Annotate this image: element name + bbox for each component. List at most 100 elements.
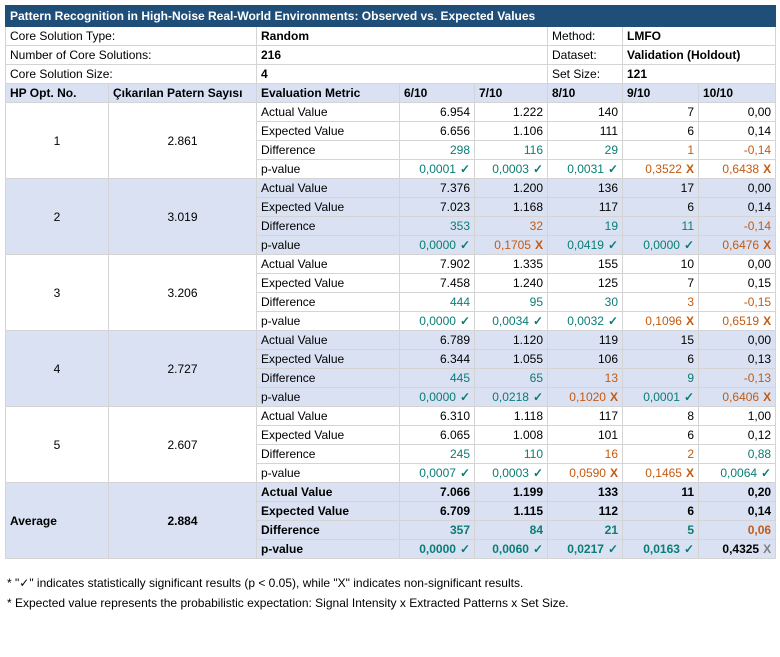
check-icon: ✓ [459, 162, 470, 176]
value-cell: 0,0032 ✓ [547, 311, 623, 331]
pattern-count: 2.727 [108, 330, 257, 407]
cell-value: 119 [598, 333, 618, 347]
cell-value: 2 [687, 447, 694, 461]
info-value: 121 [621, 64, 777, 84]
value-cell: 0,0163 ✓ [622, 539, 699, 559]
cell-value: 0,0007 [419, 466, 456, 480]
value-cell: 119 [547, 330, 623, 350]
value-cell: 0,0419 ✓ [547, 235, 623, 255]
cell-value: 0,0064 [720, 466, 758, 480]
value-cell: 7 [622, 273, 699, 293]
cell-value: 65 [529, 371, 543, 385]
value-cell: 0,12 [697, 425, 777, 445]
cell-value: 5 [687, 523, 694, 537]
cell-value: 0,0419 [567, 238, 604, 252]
value-cell: 0,0007 ✓ [399, 463, 475, 483]
cell-value: 0,0000 [419, 314, 456, 328]
metric-label: Difference [256, 444, 400, 464]
value-cell: 0,4325 X [697, 539, 777, 559]
value-cell: 5 [622, 520, 699, 540]
value-cell: 0,6438 X [697, 159, 777, 179]
cell-value: 0,12 [747, 428, 772, 442]
metric-label: p-value [256, 539, 400, 559]
cell-value: 21 [604, 523, 618, 537]
cell-value: 6.344 [439, 352, 470, 366]
check-icon: ✓ [532, 466, 543, 480]
value-cell: 6 [622, 121, 699, 141]
info-value: Random [256, 26, 548, 46]
value-cell: 3 [622, 292, 699, 312]
value-cell: 111 [547, 121, 623, 141]
value-cell: 445 [399, 368, 475, 388]
table-row: Expected Value 7.458 1.240 125 7 0,15 [6, 273, 777, 293]
cell-value: 6.954 [439, 105, 470, 119]
cell-value: 125 [597, 276, 618, 290]
value-cell: 117 [547, 406, 623, 426]
column-header: 6/10 [399, 83, 475, 103]
average-label: Average [5, 482, 109, 559]
cell-value: 298 [449, 143, 470, 157]
check-icon: ✓ [459, 542, 470, 556]
value-cell: 140 [547, 102, 623, 122]
value-cell: 6 [622, 425, 699, 445]
value-cell: 13 [547, 368, 623, 388]
cell-value: 0,6406 [722, 390, 760, 404]
cell-value: 6 [687, 428, 694, 442]
cell-value: 7 [687, 276, 694, 290]
table-row: Expected Value 6.344 1.055 106 6 0,13 [6, 349, 777, 369]
info-value: 4 [256, 64, 548, 84]
footnote-significance: * "✓" indicates statistically significan… [7, 576, 524, 590]
cell-value: 111 [599, 124, 618, 138]
value-cell: 0,00 [697, 254, 777, 274]
info-label: Number of Core Solutions: [5, 45, 257, 65]
value-cell: 2 [622, 444, 699, 464]
cell-value: 0,0000 [419, 542, 456, 556]
info-value: LMFO [621, 26, 777, 46]
cell-value: 1.240 [512, 276, 543, 290]
pattern-count: 3.206 [108, 254, 257, 331]
cell-value: 0,14 [747, 504, 772, 518]
value-cell: 0,6406 X [697, 387, 777, 407]
value-cell: 0,0217 ✓ [547, 539, 623, 559]
cell-value: 0,0217 [567, 542, 604, 556]
check-icon: ✓ [459, 238, 470, 252]
cell-value: 8 [687, 409, 694, 423]
value-cell: 1.335 [474, 254, 548, 274]
cross-icon: X [609, 466, 618, 480]
value-cell: 0,0003 ✓ [474, 463, 548, 483]
value-cell: 19 [547, 216, 623, 236]
check-icon: ✓ [532, 390, 543, 404]
value-cell: 0,0001 ✓ [399, 159, 475, 179]
cell-value: 0,0032 [567, 314, 604, 328]
cell-value: 0,15 [747, 276, 772, 290]
cell-value: 6.656 [439, 124, 470, 138]
value-cell: -0,14 [697, 140, 777, 160]
value-cell: 298 [399, 140, 475, 160]
table-row: Difference 245 110 16 2 0,88 [6, 444, 777, 464]
value-cell: 30 [547, 292, 623, 312]
value-cell: 6.789 [399, 330, 475, 350]
column-header: Evaluation Metric [256, 83, 400, 103]
value-cell: 1.200 [474, 178, 548, 198]
cell-value: 0,0000 [419, 238, 456, 252]
cell-value: 95 [529, 295, 543, 309]
value-cell: 0,20 [697, 482, 777, 502]
value-cell: 0,1705 X [474, 235, 548, 255]
info-label: Method: [547, 26, 623, 46]
cell-value: 1.168 [512, 200, 543, 214]
check-icon: ✓ [683, 542, 694, 556]
cell-value: 1.118 [513, 409, 543, 423]
cross-icon: X [609, 390, 618, 404]
cell-value: -0,15 [743, 295, 772, 309]
cell-value: 110 [523, 447, 543, 461]
value-cell: 110 [474, 444, 548, 464]
value-cell: 6 [622, 501, 699, 521]
cell-value: 0,0218 [492, 390, 529, 404]
value-cell: 0,14 [697, 501, 777, 521]
cell-value: 1.008 [512, 428, 543, 442]
cell-value: 112 [598, 504, 618, 518]
cell-value: 117 [598, 200, 618, 214]
value-cell: 1.222 [474, 102, 548, 122]
metric-label: Expected Value [256, 349, 400, 369]
cell-value: 1.222 [512, 105, 543, 119]
